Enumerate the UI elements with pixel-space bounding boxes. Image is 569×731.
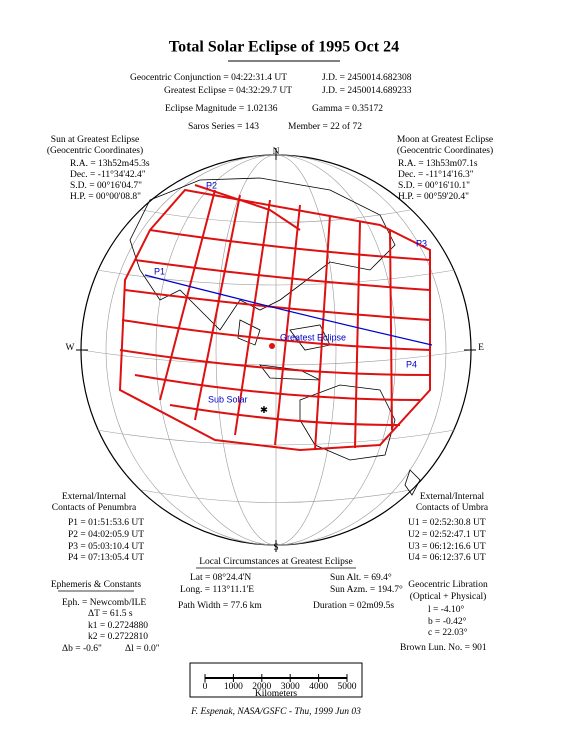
- local-line: Duration = 02m09.5s: [313, 601, 394, 611]
- compass: W: [66, 343, 75, 353]
- header-line: Greatest Eclipse = 04:32:29.7 UT: [164, 86, 292, 96]
- map-label: P4: [406, 359, 417, 369]
- sun-line: S.D. = 00°16'04.7": [70, 180, 142, 191]
- sun-line: R.A. = 13h52m45.3s: [70, 159, 150, 169]
- moon-line: R.A. = 13h53m07.1s: [398, 159, 478, 169]
- compass: E: [478, 343, 484, 353]
- map-label: P3: [416, 238, 427, 248]
- header-line: J.D. = 2450014.689233: [322, 86, 412, 96]
- umbra-heading: External/Internal: [420, 492, 485, 502]
- scale-tick-label: 2000: [252, 682, 271, 692]
- map-label: P2: [206, 180, 217, 190]
- local-line: Path Width = 77.6 km: [178, 601, 262, 611]
- scale-tick-label: 4000: [309, 682, 328, 692]
- libration-line: c = 22.03°: [428, 627, 468, 638]
- ephemeris-line: ΔT = 61.5 s: [88, 609, 133, 619]
- scale-tick-label: 5000: [338, 682, 357, 692]
- umbra-line: U3 = 06:12:16.6 UT: [408, 542, 486, 552]
- header-line: Geocentric Conjunction = 04:22:31.4 UT: [130, 73, 287, 83]
- moon-line: H.P. = 00°59'20.4": [398, 191, 469, 202]
- ephemeris-line: Δb = -0.6": [62, 644, 102, 654]
- moon-subheading: (Geocentric Coordinates): [397, 145, 493, 156]
- local-line: Sun Alt. = 69.4°: [330, 572, 392, 583]
- title: Total Solar Eclipse of 1995 Oct 24: [169, 39, 399, 56]
- libration-line: b = -0.42°: [428, 616, 467, 627]
- libration-heading: (Optical + Physical): [410, 591, 487, 602]
- sun-heading: Sun at Greatest Eclipse: [51, 135, 139, 145]
- scale-bar: 0 1000 2000 3000 4000 5000 Kilometers: [189, 662, 363, 699]
- sun-line: Dec. = -11°34'42.4": [70, 169, 146, 180]
- local-line: Sun Azm. = 194.7°: [330, 584, 403, 595]
- header-line: Saros Series = 143: [188, 122, 259, 132]
- libration-heading: Geocentric Libration: [408, 580, 488, 590]
- ephemeris-heading: Ephemeris & Constants: [51, 580, 142, 590]
- ephemeris-line: Δl = 0.0": [125, 644, 160, 654]
- scale-unit: Kilometers: [255, 689, 298, 699]
- moon-line: Dec. = -11°14'16.3": [398, 169, 474, 180]
- penumbra-line: P1 = 01:51:53.6 UT: [68, 518, 144, 528]
- sun-line: H.P. = 00°00'08.8": [70, 191, 141, 202]
- greatest-eclipse-point: [269, 343, 275, 349]
- sun-subheading: (Geocentric Coordinates): [47, 145, 143, 156]
- footer: F. Espenak, NASA/GSFC - Thu, 1999 Jun 03: [190, 707, 361, 717]
- compass: N: [273, 147, 280, 157]
- penumbra-heading: Contacts of Penumbra: [52, 502, 137, 513]
- header-line: Eclipse Magnitude = 1.02136: [165, 104, 278, 114]
- map-label: Sub Solar: [208, 394, 248, 404]
- local-line: Lat = 08°24.4'N: [190, 572, 251, 583]
- header-line: Member = 22 of 72: [288, 121, 362, 132]
- moon-line: S.D. = 00°16'10.1": [398, 180, 470, 191]
- scale-tick-label: 3000: [281, 682, 300, 692]
- globe: [76, 148, 476, 552]
- libration-line: Brown Lun. No. = 901: [400, 643, 487, 653]
- penumbra-heading: External/Internal: [62, 492, 127, 502]
- penumbra-line: P2 = 04:02:05.9 UT: [68, 530, 144, 540]
- umbra-line: U2 = 02:52:47.1 UT: [408, 530, 486, 540]
- penumbra-line: P3 = 05:03:10.4 UT: [68, 542, 144, 552]
- compass: S: [273, 543, 278, 553]
- header-line: J.D. = 2450014.682308: [322, 73, 412, 83]
- local-heading: Local Circumstances at Greatest Eclipse: [199, 557, 353, 567]
- umbra-line: U1 = 02:52:30.8 UT: [408, 518, 486, 528]
- ephemeris-line: k1 = 0.2724880: [88, 621, 148, 631]
- ephemeris-line: k2 = 0.2722810: [88, 632, 148, 642]
- local-line: Long. = 113°11.1'E: [180, 584, 254, 595]
- moon-heading: Moon at Greatest Eclipse: [397, 135, 493, 145]
- map-label: Greatest Eclipse: [280, 332, 346, 342]
- ephemeris-line: Eph. = Newcomb/ILE: [62, 598, 146, 608]
- sub-solar-mark: ✱: [260, 405, 268, 416]
- header-line: Gamma = 0.35172: [312, 104, 383, 114]
- map-label: P1: [154, 266, 165, 276]
- central-line: [144, 274, 433, 346]
- scale-tick-label: 0: [203, 682, 208, 692]
- libration-line: l = -4.10°: [428, 604, 465, 615]
- umbra-line: U4 = 06:12:37.6 UT: [408, 553, 486, 563]
- scale-tick-label: 1000: [224, 682, 243, 692]
- umbra-heading: Contacts of Umbra: [416, 502, 489, 513]
- penumbra-grid: [118, 184, 431, 452]
- penumbra-line: P4 = 07:13:05.4 UT: [68, 553, 144, 563]
